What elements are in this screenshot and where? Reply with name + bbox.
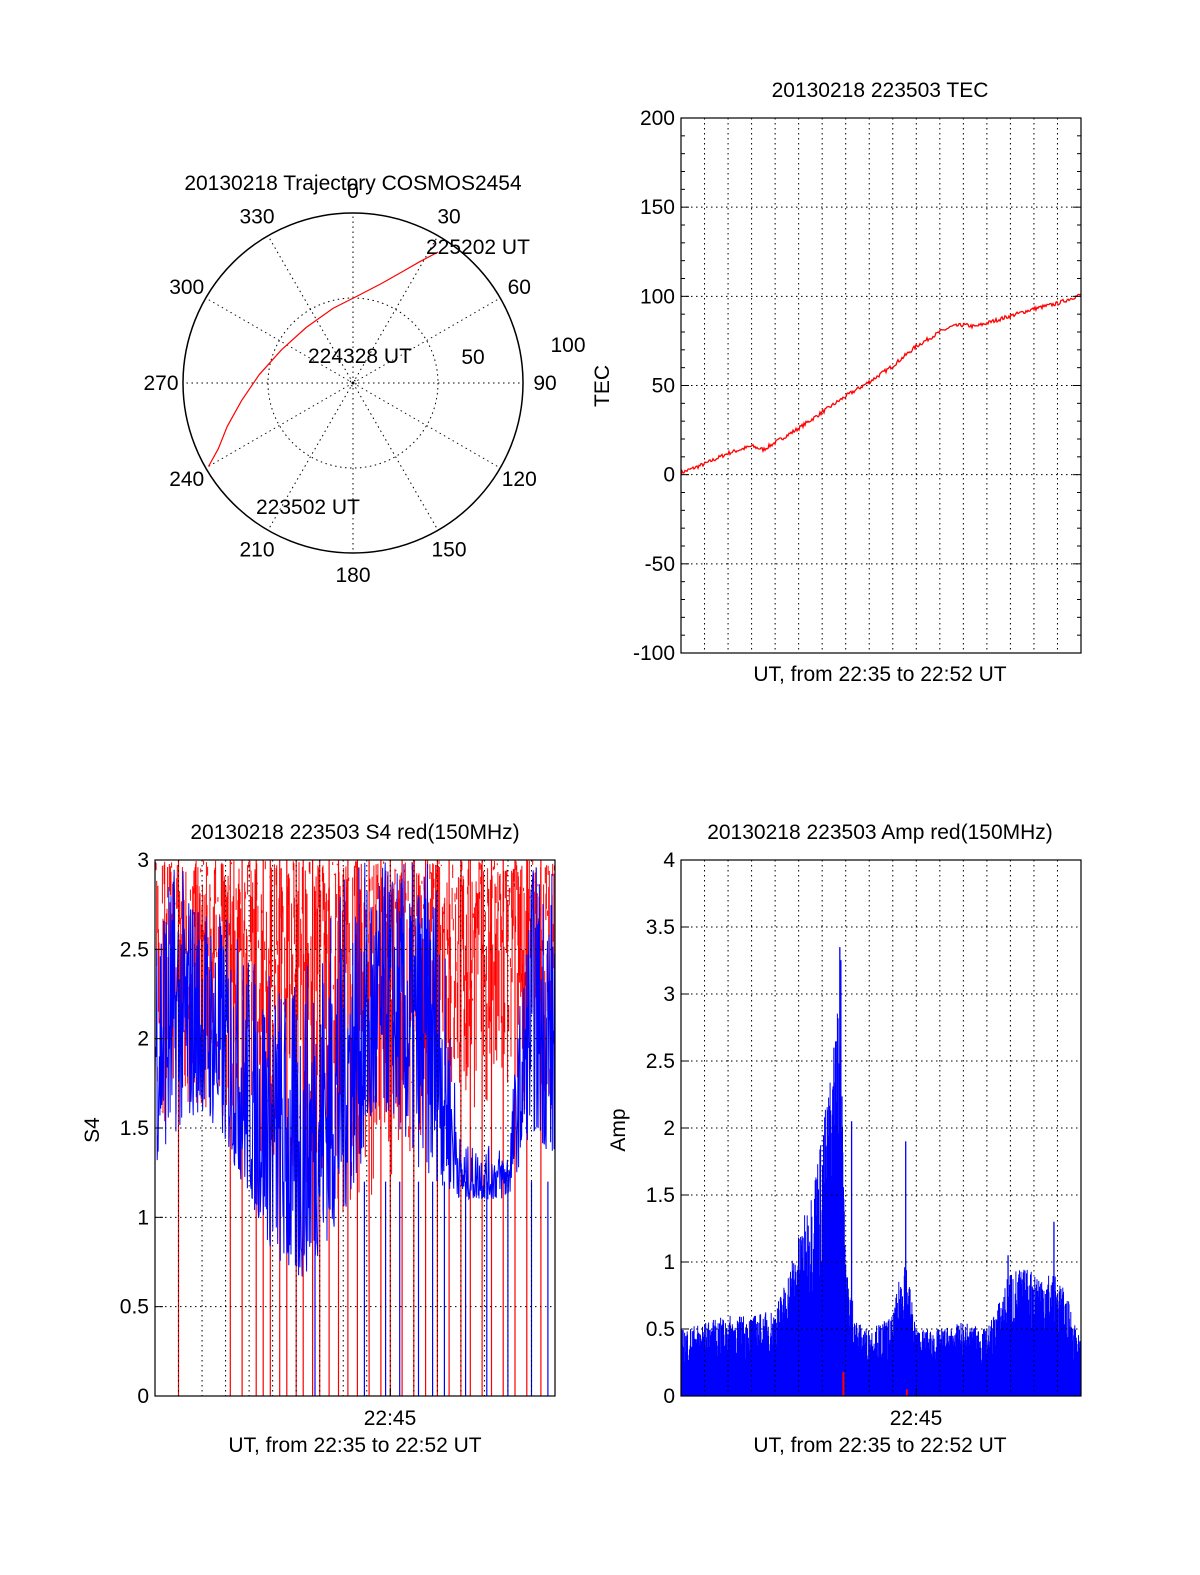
amp-y-tick-label: 3 <box>663 983 675 1006</box>
tec-title: 20130218 223503 TEC <box>772 79 989 102</box>
polar-azimuth-label: 30 <box>437 206 460 229</box>
s4-blue-spikes <box>314 1181 549 1396</box>
polar-outer-ring <box>182 212 524 554</box>
polar-radial-label: 50 <box>461 346 484 369</box>
tec-y-tick-label: -50 <box>645 553 675 576</box>
polar-center-ring <box>349 379 357 387</box>
amp-y-tick-label: 2.5 <box>646 1050 675 1073</box>
polar-azimuth-label: 270 <box>143 372 178 395</box>
polar-title: 20130218 Trajectory COSMOS2454 <box>184 172 522 195</box>
polar-spoke-330 <box>267 235 354 384</box>
amp-x-axis-label: UT, from 22:35 to 22:52 UT <box>753 1434 1006 1457</box>
s4-y-tick-label: 0 <box>137 1385 149 1408</box>
polar-azimuth-label: 330 <box>239 206 274 229</box>
s4-y-tick-label: 1 <box>137 1206 149 1229</box>
s4-y-tick-label: 3 <box>137 849 149 872</box>
polar-radial-label: 100 <box>550 334 585 357</box>
tec-y-tick-label: 200 <box>640 107 675 130</box>
amp-x-tick-2245: 22:45 <box>890 1407 943 1430</box>
polar-azimuth-label: 90 <box>533 372 556 395</box>
amp-y-tick-label: 0.5 <box>646 1318 675 1341</box>
polar-spoke-30 <box>352 235 439 384</box>
amp-y-tick-label: 3.5 <box>646 916 675 939</box>
polar-azimuth-label: 120 <box>502 468 537 491</box>
tec-line-chart: 20130218 223503 TEC 200150100500-50-100 … <box>591 79 1082 686</box>
polar-azimuth-label: 240 <box>169 468 204 491</box>
s4-blue-series <box>154 862 556 1277</box>
polar-azimuth-label: 300 <box>169 276 204 299</box>
s4-y-tick-label: 1.5 <box>120 1117 149 1140</box>
tec-y-tick-label: 150 <box>640 196 675 219</box>
polar-azimuth-label: 210 <box>239 538 274 561</box>
s4-y-tick-label: 2 <box>137 1028 149 1051</box>
annotation-start-time: 223502 UT <box>256 496 360 519</box>
amp-y-tick-label: 0 <box>663 1385 675 1408</box>
amp-line-chart: 20130218 223503 Amp red(150MHz) 4 3.5 3 2.5… <box>607 821 1082 1457</box>
tec-y-tick-label: 100 <box>640 285 675 308</box>
trajectory-polar-chart: 20130218 Trajectory COSMOS2454 0 30 60 90 12… <box>143 172 585 587</box>
trajectory-line <box>207 251 439 467</box>
polar-spoke-150 <box>352 382 439 531</box>
polar-azimuth-label: 150 <box>431 538 466 561</box>
polar-spoke-60 <box>352 297 501 384</box>
s4-title: 20130218 223503 S4 red(150MHz) <box>190 821 519 844</box>
amp-blue-series <box>680 960 1082 1396</box>
tec-y-tick-label: -100 <box>633 642 675 665</box>
s4-y-axis-label: S4 <box>81 1117 104 1143</box>
s4-line-chart: 20130218 223503 S4 red(150MHz) 3 2.5 2 1.5 1… <box>81 821 556 1457</box>
tec-x-axis-label: UT, from 22:35 to 22:52 UT <box>753 663 1006 686</box>
polar-azimuth-label: 60 <box>508 276 531 299</box>
s4-y-tick-label: 0.5 <box>120 1296 149 1319</box>
amp-y-tick-label: 1 <box>663 1251 675 1274</box>
s4-x-tick-2245: 22:45 <box>364 1407 417 1430</box>
polar-azimuth-label: 0 <box>347 180 359 203</box>
polar-spoke-300 <box>205 297 354 384</box>
amp-y-axis-label: Amp <box>607 1108 630 1151</box>
tec-y-tick-label: 50 <box>652 375 675 398</box>
amp-title: 20130218 223503 Amp red(150MHz) <box>707 821 1053 844</box>
polar-spoke-240 <box>205 382 354 469</box>
tec-y-axis-label: TEC <box>591 365 614 407</box>
annotation-mid-time: 224328 UT <box>308 345 412 368</box>
s4-x-axis-label: UT, from 22:35 to 22:52 UT <box>228 1434 481 1457</box>
polar-spoke-210 <box>267 382 354 531</box>
amp-y-tick-label: 2 <box>663 1117 675 1140</box>
tec-y-tick-label: 0 <box>663 464 675 487</box>
amp-y-tick-label: 1.5 <box>646 1184 675 1207</box>
amp-y-tick-label: 4 <box>663 849 675 872</box>
s4-y-tick-label: 2.5 <box>120 938 149 961</box>
polar-azimuth-label: 180 <box>335 564 370 587</box>
tec-series-line <box>680 293 1082 475</box>
annotation-end-time: 225202 UT <box>426 236 530 259</box>
polar-spoke-120 <box>352 382 501 469</box>
